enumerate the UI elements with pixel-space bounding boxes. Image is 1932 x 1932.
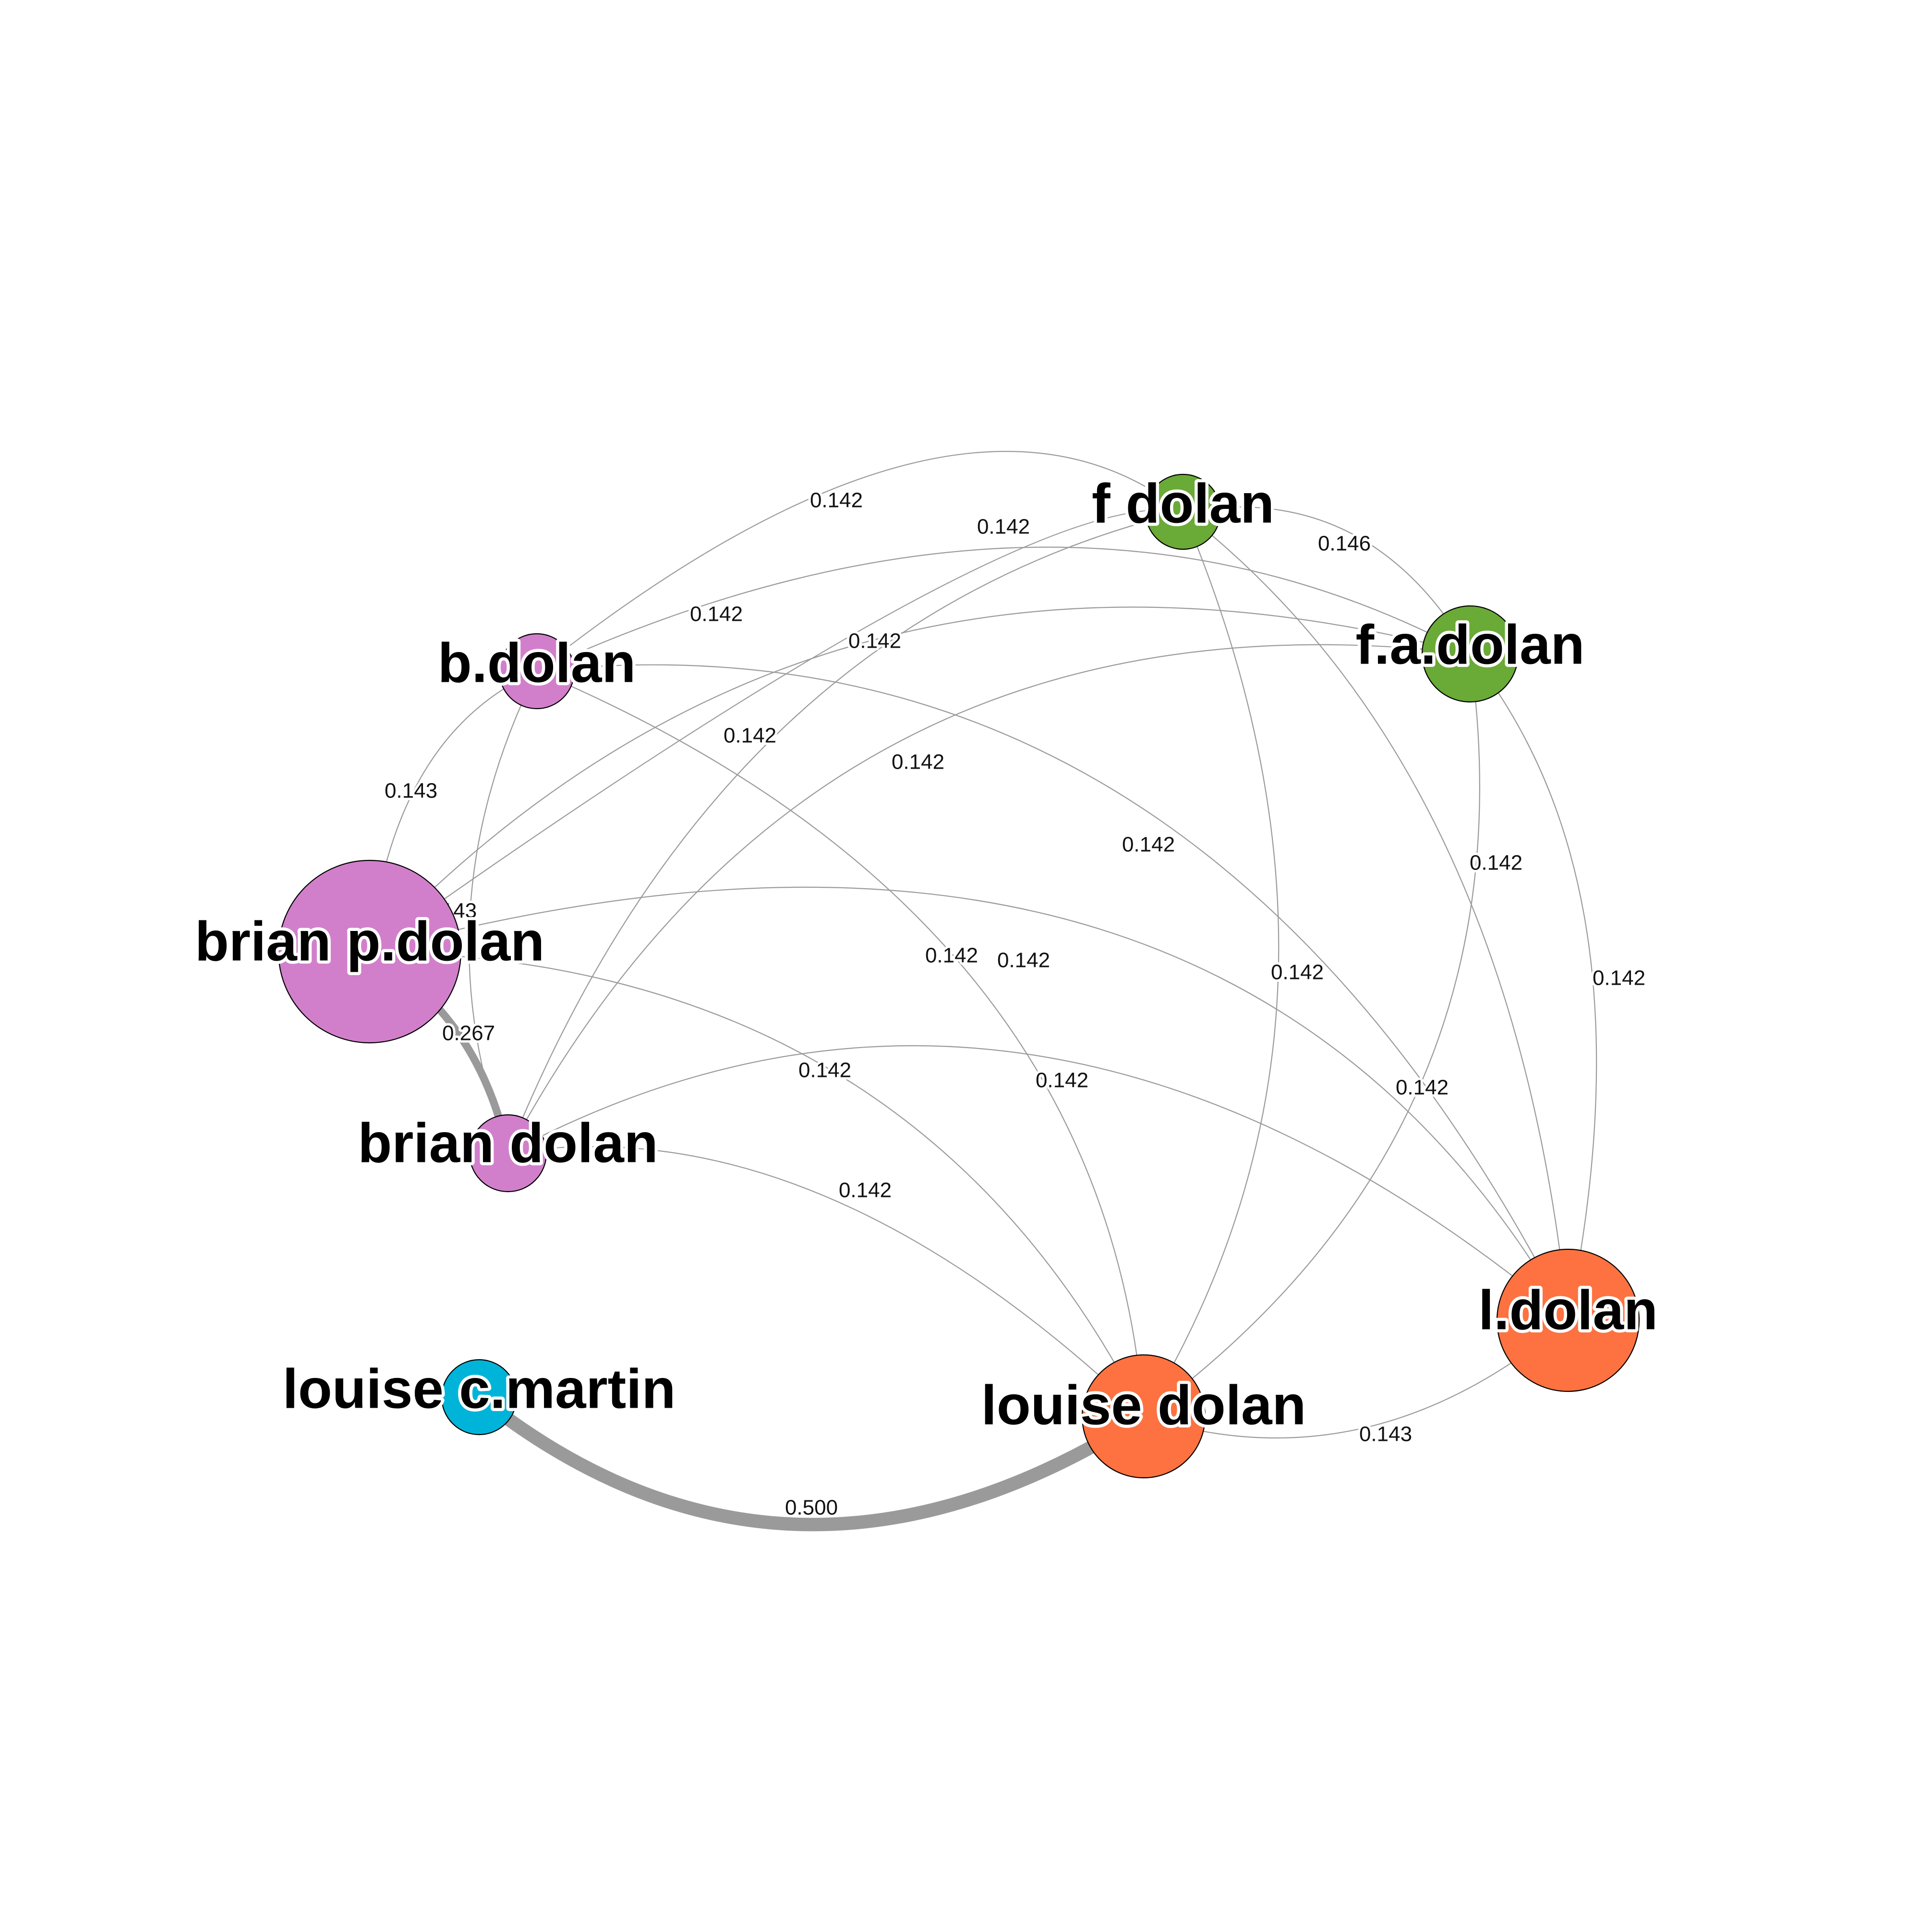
edge-weight-label: 0.267 [442, 1022, 495, 1045]
edge-fa_dolan-louise_dolan [1143, 653, 1480, 1417]
edge-weight-label: 0.142 [724, 724, 776, 748]
edge-brian_p_dolan-l_dolan [369, 886, 1569, 1321]
edge-weight-label: 0.142 [839, 1179, 892, 1202]
edge-weight-label: 0.142 [1036, 1069, 1088, 1092]
edge-f_dolan-l_dolan [1183, 511, 1569, 1321]
edge-b_dolan-fa_dolan [536, 546, 1471, 672]
node-label-louise-dolan: louise dolan [981, 1374, 1306, 1437]
node-label-fa-dolan: f.a.dolan [1356, 614, 1585, 676]
edge-brian_p_dolan-louise_dolan [369, 951, 1144, 1417]
node-label-layer: f dolan f.a.dolan b.dolan brian p.dolan bria… [192, 469, 1661, 1439]
edge-brian_dolan-l_dolan [507, 1045, 1569, 1321]
edge-weight-label: 0.142 [997, 949, 1050, 972]
edge-weight-label: 0.500 [785, 1496, 838, 1520]
node-brian-dolan[interactable] [469, 1114, 547, 1193]
edge-brian_dolan-f_dolan [507, 511, 1183, 1154]
edge-weight-label: 0.142 [1271, 961, 1324, 984]
edge-f_dolan-fa_dolan [1183, 506, 1471, 654]
edge-brian_dolan-fa_dolan [507, 644, 1471, 1154]
edge-layer [367, 451, 1597, 1532]
edge-brian_p_dolan-f_dolan [369, 509, 1183, 952]
edge-f_dolan-louise_dolan [1143, 511, 1280, 1417]
node-louise-dolan[interactable] [1081, 1354, 1206, 1479]
edge-brian_p_dolan-fa_dolan [369, 606, 1471, 952]
edge-weight-label: 0.142 [810, 489, 863, 512]
edge-weight-label: 0.142 [1593, 966, 1645, 990]
edge-weight-label: 0.142 [690, 603, 743, 626]
node-brian-p-dolan[interactable] [278, 859, 462, 1044]
edge-weight-label: 0.146 [1318, 532, 1371, 555]
node-f-dolan[interactable] [1145, 473, 1221, 550]
node-fa-dolan[interactable] [1421, 605, 1519, 703]
node-label-f-dolan: f dolan [1092, 472, 1274, 535]
edge-fa_dolan-l_dolan [1470, 653, 1597, 1321]
node-label-louise-c-martin: louise c.martin [283, 1358, 676, 1420]
edge-weight-label: 0.142 [1470, 851, 1522, 875]
node-label-brian-dolan: brian dolan [358, 1112, 658, 1174]
edge-b_dolan-louise_dolan [536, 670, 1145, 1417]
node-label-b-dolan: b.dolan [438, 632, 636, 694]
edge-weight-label: 0.142 [798, 1059, 851, 1082]
edge-weight-label: 0.142 [1396, 1076, 1449, 1099]
node-louise-c-martin[interactable] [441, 1359, 518, 1436]
edge-weight-label: 0.142 [977, 515, 1030, 539]
edge-louise_dolan-l_dolan [1143, 1320, 1569, 1439]
node-l-dolan[interactable] [1496, 1248, 1640, 1392]
edge-b_dolan-f_dolan [536, 451, 1183, 672]
edge-weight-label: 0.142 [848, 629, 901, 653]
edge-weight-label: 0.142 [892, 750, 944, 774]
edge-weight-label: 0.142 [1122, 833, 1175, 857]
edge-brian_dolan-louise_dolan [507, 1146, 1144, 1417]
edge-b_dolan-l_dolan [536, 664, 1569, 1321]
edge-weight-label: 0.143 [1359, 1423, 1412, 1446]
edge-weight-label: 0.143 [385, 779, 437, 803]
edge-weight-label: 0.142 [925, 944, 978, 967]
node-layer [278, 473, 1640, 1479]
node-b-dolan[interactable] [498, 633, 575, 710]
node-label-brian-p-dolan: brian p.dolan [195, 910, 544, 973]
edge-louise_c_martin-louise_dolan [475, 1392, 1147, 1532]
node-label-l-dolan: l.dolan [1478, 1279, 1658, 1341]
